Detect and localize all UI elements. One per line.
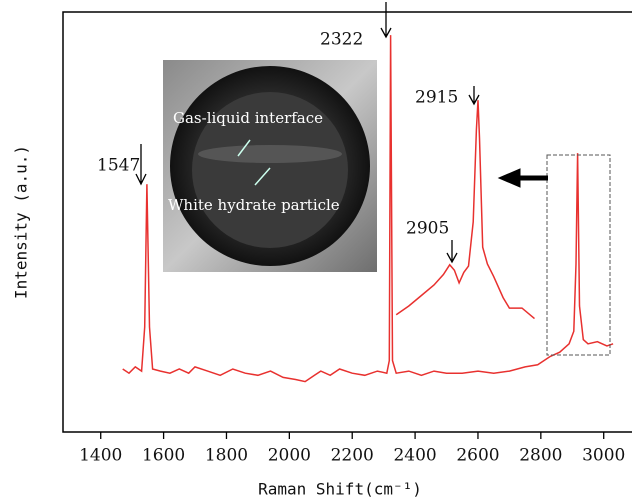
spectrum-line <box>122 35 614 383</box>
annotation-arrows <box>135 2 480 264</box>
inset-photo: Gas-liquid interface White hydrate parti… <box>163 60 377 272</box>
x-tick-label: 2400 <box>393 446 436 466</box>
zoom-arrow <box>497 168 548 188</box>
annotation: 2915 <box>415 88 458 108</box>
x-tick-label: 2600 <box>456 446 499 466</box>
x-tick-label: 2800 <box>519 446 562 466</box>
zoom-box <box>546 154 611 356</box>
x-tick-label: 1800 <box>205 446 248 466</box>
x-tick-label: 2000 <box>268 446 311 466</box>
annotation: 1547 <box>97 156 140 176</box>
plot-area <box>122 35 614 383</box>
x-tick-label: 1600 <box>142 446 185 466</box>
y-axis-label: Intensity (a.u.) <box>12 145 31 299</box>
spectrum-line <box>395 100 535 320</box>
x-tick-label: 2200 <box>331 446 374 466</box>
inset-label: White hydrate particle <box>168 196 340 214</box>
x-axis-label: Raman Shift(cm⁻¹) <box>258 480 422 499</box>
x-tick-label: 1400 <box>79 446 122 466</box>
x-tick-label: 3000 <box>582 446 625 466</box>
inset-label: Gas-liquid interface <box>173 109 323 127</box>
annotation: 2322 <box>320 30 363 50</box>
annotation: 2905 <box>406 219 449 239</box>
plot-frame <box>62 11 632 433</box>
